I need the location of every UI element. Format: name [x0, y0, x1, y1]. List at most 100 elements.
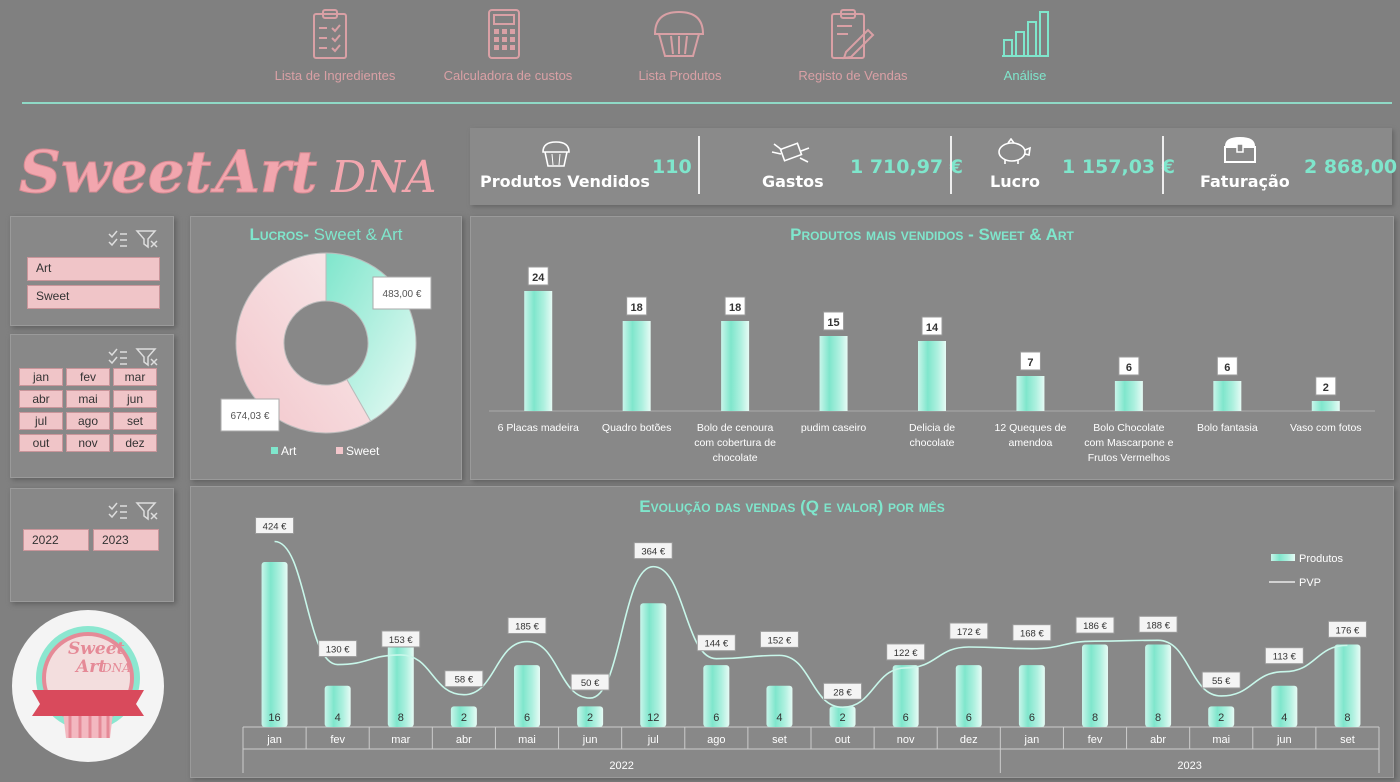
slicer-item-sweet[interactable]: Sweet	[27, 285, 160, 309]
bar-chart-icon	[1002, 11, 1049, 57]
bar-data-label: 6	[713, 712, 719, 724]
bar-category-label: Bolo fantasia	[1197, 422, 1258, 434]
brand-logo: Sweet Art DNA	[15, 128, 455, 208]
slicer-toolbar	[108, 230, 158, 249]
svg-text:176 €: 176 €	[1336, 625, 1360, 636]
nav-item-4[interactable]: Registo de Vendas	[768, 8, 938, 88]
nav-item-1[interactable]: Lista de Ingredientes	[250, 8, 420, 88]
axis-category-label: out	[835, 734, 850, 746]
line-data-label: 50 €	[570, 673, 610, 691]
axis-category-label: set	[1340, 734, 1355, 746]
clipboard-checklist-icon	[313, 9, 347, 59]
bar-data-label: 16	[268, 712, 280, 724]
kpi-label: Lucro	[990, 172, 1040, 191]
slicer-item-month[interactable]: nov	[66, 434, 110, 452]
bar-data-label: 8	[1092, 712, 1098, 724]
bar-category-label: pudim caseiro	[801, 422, 867, 434]
slicer-item-month[interactable]: mar	[113, 368, 157, 386]
bar	[450, 706, 477, 727]
combo-chart-title: Evolução das vendas (Q e valor) por mês	[639, 497, 945, 516]
slicer-item-month[interactable]: jul	[19, 412, 63, 430]
svg-text:50 €: 50 €	[581, 678, 600, 689]
nav-item-label: Lista de Ingredientes	[274, 68, 396, 83]
line-data-label: 168 €	[1012, 624, 1052, 642]
slicer-item-month[interactable]: jun	[113, 390, 157, 408]
bar-data-label: 6	[1216, 356, 1238, 376]
clear-filter-icon[interactable]	[135, 348, 158, 367]
svg-text:14: 14	[926, 322, 939, 334]
bar-category-label: Quadro botões	[602, 422, 671, 434]
bar	[1145, 644, 1172, 727]
kpi-lucro: Lucro 1 157,03 €	[952, 128, 1175, 205]
bar-data-label: 2	[587, 712, 593, 724]
bar-data-label: 6	[903, 712, 909, 724]
slicer-item-2023[interactable]: 2023	[93, 529, 159, 551]
svg-text:152 €: 152 €	[768, 635, 792, 646]
svg-text:15: 15	[827, 317, 839, 329]
svg-text:168 €: 168 €	[1020, 629, 1044, 640]
svg-text:28 €: 28 €	[833, 687, 852, 698]
bar-category-label: Bolo Chocolate com Mascarpone e Frutos Ver…	[1084, 422, 1173, 464]
nav-divider	[22, 102, 1392, 104]
svg-text:Art: Art	[281, 444, 297, 458]
donut-data-label: 674,03 €	[220, 398, 280, 432]
bar-chart-title: Produtos mais vendidos - Sweet & Art	[790, 225, 1074, 244]
calculator-icon	[488, 9, 520, 59]
axis-category-label: mar	[391, 734, 410, 746]
slicer-item-art[interactable]: Art	[27, 257, 160, 281]
nav-item-5[interactable]: Análise	[940, 8, 1110, 88]
bar-data-label: 6	[524, 712, 530, 724]
slicer-item-month[interactable]: mai	[66, 390, 110, 408]
kpi-label: Produtos Vendidos	[480, 172, 650, 191]
clipboard-pencil-icon	[831, 9, 875, 60]
line-data-label: 113 €	[1264, 647, 1304, 665]
slicer-item-month[interactable]: dez	[113, 434, 157, 452]
multi-select-icon[interactable]	[108, 230, 127, 247]
bar-data-label: 7	[1019, 351, 1041, 371]
bar-data-label: 4	[776, 712, 782, 724]
multi-select-icon[interactable]	[108, 348, 127, 365]
bar	[622, 321, 651, 411]
slicer-item-month[interactable]: out	[19, 434, 63, 452]
line-data-label: 172 €	[949, 622, 989, 640]
nav-item-label: Calculadora de custos	[443, 68, 573, 83]
line-data-label: 188 €	[1138, 615, 1178, 633]
line-data-label: 28 €	[823, 682, 863, 700]
line-data-label: 364 €	[633, 542, 673, 560]
line-data-label: 55 €	[1201, 671, 1241, 689]
brand-badge: Sweet Art DNA	[10, 608, 166, 764]
svg-text:186 €: 186 €	[1083, 621, 1107, 632]
kpi-label: Faturação	[1200, 172, 1290, 191]
bar-data-label: 8	[1155, 712, 1161, 724]
axis-category-label: ago	[707, 734, 725, 746]
nav-item-2[interactable]: Calculadora de custos	[423, 8, 593, 88]
bar	[1271, 685, 1298, 727]
badge-text-art: Art	[74, 657, 106, 677]
multi-select-icon[interactable]	[108, 502, 127, 519]
kpi-faturacao: Faturação 2 868,00	[1164, 128, 1397, 205]
slicer-item-month[interactable]: abr	[19, 390, 63, 408]
slicer-item-month[interactable]: ago	[66, 412, 110, 430]
bar	[1208, 706, 1235, 727]
axis-group-label: 2023	[1177, 760, 1201, 772]
slicer-item-month[interactable]: set	[113, 412, 157, 430]
clear-filter-icon[interactable]	[135, 502, 158, 521]
badge-text-dna: DNA	[101, 661, 131, 675]
line-data-label: 130 €	[318, 640, 358, 658]
money-wings-icon	[771, 142, 810, 163]
bar-data-label: 8	[398, 712, 404, 724]
cupcake-icon	[542, 141, 570, 167]
bar-category-label: Vaso com fotos	[1290, 422, 1362, 434]
slicer-item-month[interactable]: jan	[19, 368, 63, 386]
nav-item-3[interactable]: Lista Produtos	[595, 8, 765, 88]
kpi-value: 110	[652, 156, 692, 178]
slicer-item-2022[interactable]: 2022	[23, 529, 89, 551]
slicer-item-month[interactable]: fev	[66, 368, 110, 386]
top-products-chart-panel: Produtos mais vendidos - Sweet & Art 24 6…	[470, 216, 1394, 480]
svg-text:Sweet: Sweet	[346, 444, 380, 458]
svg-text:130 €: 130 €	[326, 645, 350, 656]
badge-text-sweet: Sweet	[68, 639, 125, 659]
svg-text:7: 7	[1027, 357, 1033, 369]
clear-filter-icon[interactable]	[135, 230, 158, 249]
line-data-label: 152 €	[759, 630, 799, 648]
